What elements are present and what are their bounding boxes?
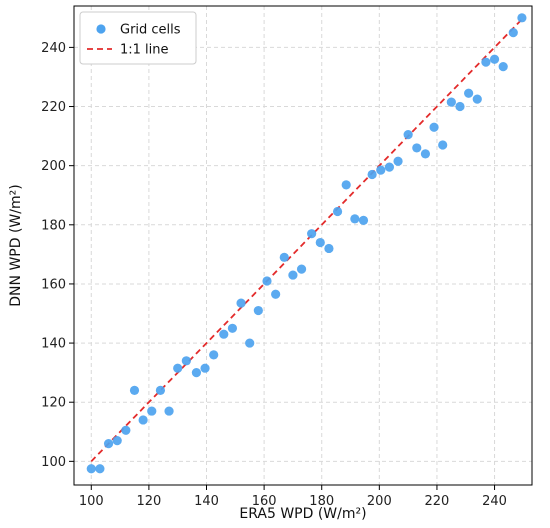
legend-box [79, 11, 197, 65]
data-point [181, 356, 191, 366]
data-point [296, 264, 307, 274]
data-point [315, 237, 325, 248]
x-tick-label: 200 [367, 494, 392, 509]
data-point [403, 130, 413, 140]
data-point [288, 270, 298, 280]
data-point [455, 101, 465, 112]
data-point [112, 436, 122, 446]
data-point [129, 385, 140, 395]
data-point [464, 88, 474, 98]
data-point [350, 214, 360, 224]
data-point [173, 363, 183, 373]
data-point [438, 140, 448, 150]
data-point [446, 97, 456, 107]
data-point [429, 122, 439, 132]
x-axis-label: ERA5 WPD (W/m²) [239, 506, 366, 522]
data-point [367, 169, 377, 180]
reference-line-1-1 [90, 17, 525, 462]
x-axis-ticks: 100 120 140 160 180 200 220 240 [79, 485, 507, 509]
x-tick-label: 120 [136, 494, 161, 509]
x-tick-label: 240 [482, 494, 507, 509]
data-point [508, 28, 518, 38]
data-point [191, 368, 202, 378]
y-axis-ticks: 100 120 140 160 180 200 220 240 [41, 41, 74, 470]
data-point [498, 62, 508, 72]
data-point [245, 338, 255, 348]
data-point [164, 406, 174, 416]
x-tick-label: 100 [79, 494, 104, 509]
data-point [324, 243, 334, 254]
data-point [236, 298, 246, 308]
y-tick-label: 200 [41, 159, 66, 174]
x-tick-label: 220 [425, 494, 450, 509]
data-point [271, 289, 281, 299]
data-point [393, 156, 403, 166]
y-tick-label: 220 [41, 100, 66, 115]
data-point [147, 406, 157, 416]
data-point [121, 425, 131, 435]
data-point [358, 215, 369, 225]
data-point [307, 229, 317, 239]
y-tick-label: 140 [41, 337, 66, 352]
data-point [209, 350, 219, 360]
data-point [155, 385, 166, 395]
data-point [279, 252, 289, 262]
data-point [376, 165, 386, 175]
data-point [138, 415, 148, 425]
data-point [262, 276, 272, 286]
data-point [200, 363, 210, 373]
plot-area-frame [73, 5, 533, 486]
y-tick-label: 240 [41, 41, 66, 56]
data-point [86, 464, 96, 474]
legend: Grid cells 1:1 line [79, 11, 197, 65]
data-point [341, 180, 351, 190]
data-point [420, 149, 431, 159]
data-point [481, 57, 491, 67]
data-point [253, 305, 263, 316]
y-tick-label: 160 [41, 277, 66, 292]
data-point [332, 206, 343, 217]
reference-line-layer [90, 17, 525, 462]
data-point [472, 94, 482, 104]
data-point [384, 162, 395, 172]
data-point [219, 329, 229, 339]
data-point [95, 464, 105, 474]
y-tick-label: 180 [41, 218, 66, 233]
legend-label-grid-cells: Grid cells [120, 23, 181, 38]
data-point [103, 439, 114, 449]
data-point [227, 323, 238, 333]
y-axis-label: DNN WPD (W/m²) [8, 184, 24, 306]
legend-marker-grid-cells [96, 24, 106, 34]
y-tick-label: 120 [41, 396, 66, 411]
x-tick-label: 140 [194, 494, 219, 509]
x-tick-label: 180 [309, 494, 334, 509]
data-point [412, 143, 422, 153]
data-point [489, 54, 500, 64]
data-points-layer [86, 13, 527, 474]
grid-lines [74, 6, 532, 485]
data-point [517, 13, 527, 23]
legend-label-1-1-line: 1:1 line [120, 43, 169, 58]
y-tick-label: 100 [41, 455, 66, 470]
x-tick-label: 160 [252, 494, 277, 509]
